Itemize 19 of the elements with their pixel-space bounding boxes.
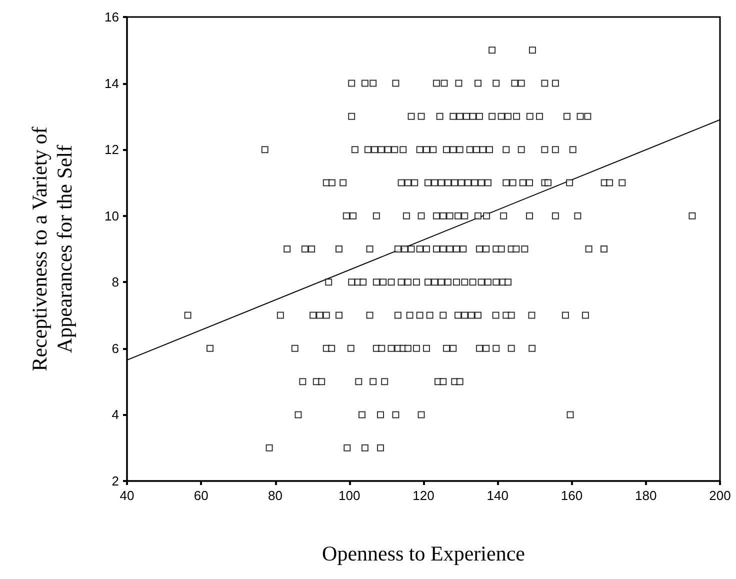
x-tick-label: 120 (412, 488, 434, 503)
x-tick-label: 40 (120, 488, 134, 503)
x-tick-label: 100 (338, 488, 360, 503)
y-tick-label: 4 (112, 407, 119, 422)
x-tick-label: 80 (268, 488, 282, 503)
x-tick-label: 180 (635, 488, 657, 503)
x-tick-label: 140 (486, 488, 508, 503)
y-tick-label: 16 (104, 10, 119, 24)
y-tick-label: 12 (104, 142, 119, 158)
x-tick-label: 60 (194, 488, 208, 503)
y-tick-label: 6 (112, 340, 119, 356)
x-tick-label: 200 (709, 488, 731, 503)
y-tick-label: 2 (112, 474, 119, 488)
x-axis-title: Openness to Experience (322, 542, 525, 566)
y-tick-label: 10 (104, 208, 119, 224)
y-axis-title: Receptiveness to a Variety of Appearances for the Self (28, 126, 76, 372)
y-tick-label: 8 (112, 274, 119, 290)
y-tick-label: 14 (104, 76, 119, 91)
x-tick-label: 160 (560, 488, 583, 503)
